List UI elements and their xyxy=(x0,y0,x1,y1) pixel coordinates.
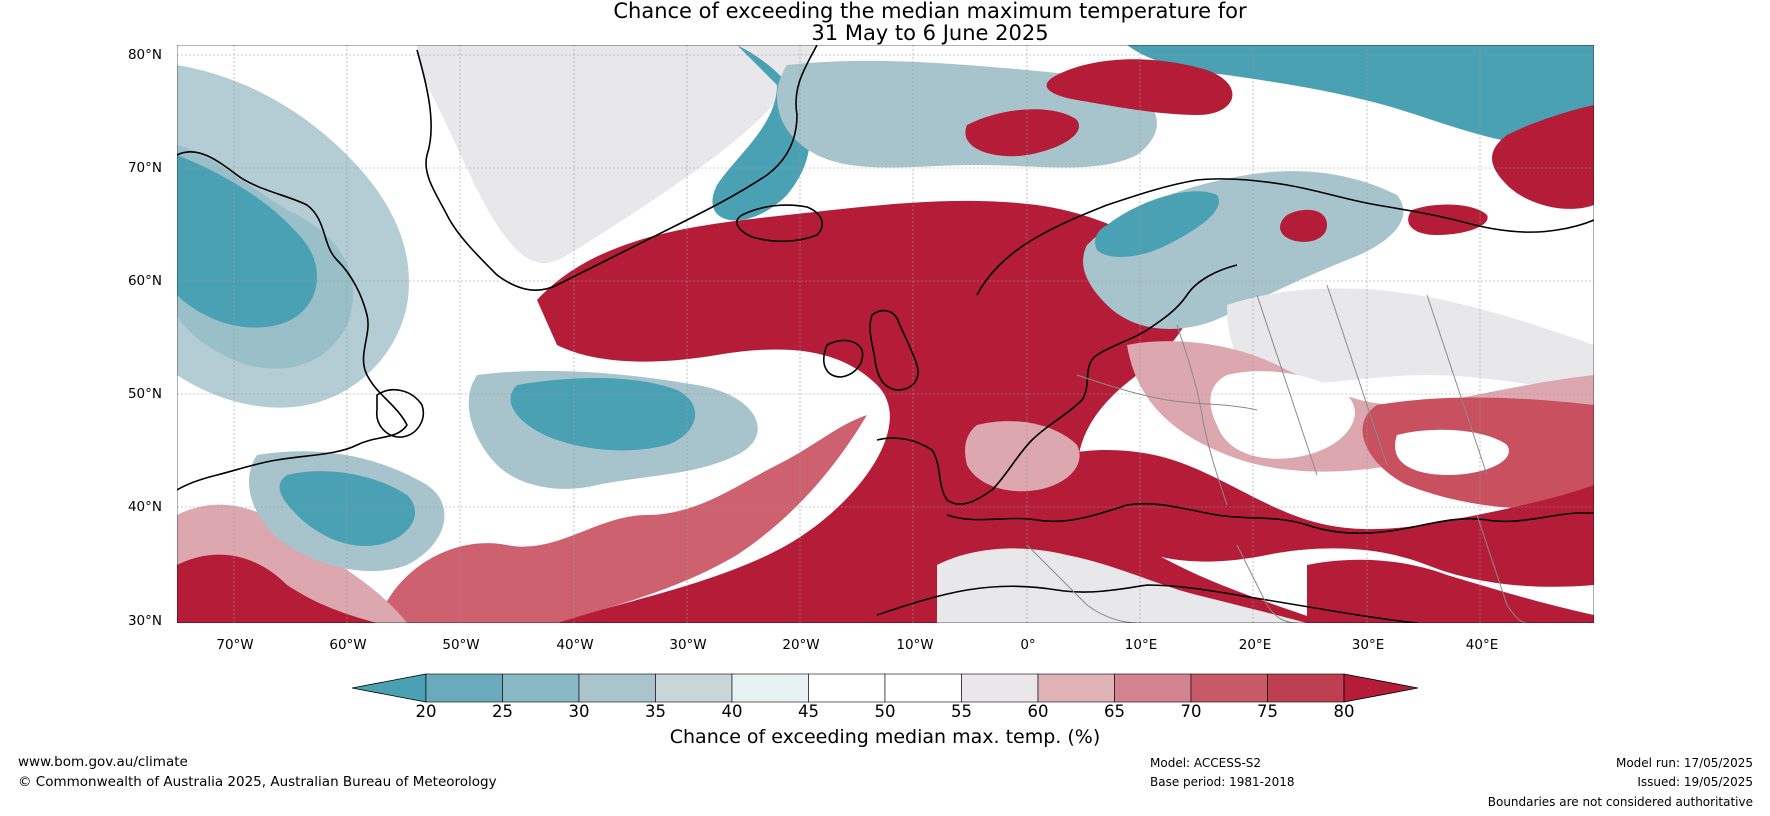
canada-coast xyxy=(177,150,408,491)
lon-label: 70°W xyxy=(216,637,254,653)
colorbar-bin xyxy=(884,673,962,703)
footer-issued: Issued: 19/05/2025 xyxy=(1637,775,1753,789)
mediterranean-warm xyxy=(1027,450,1594,587)
iceland-coast xyxy=(736,204,823,243)
footer-url[interactable]: www.bom.gov.au/climate xyxy=(18,754,188,770)
europe-coast xyxy=(876,264,1238,505)
greenland-neutral xyxy=(417,45,817,264)
iberia-mild xyxy=(965,421,1080,492)
scandinavia-very-cool xyxy=(1095,191,1219,257)
graticule xyxy=(177,45,1594,623)
scandinavia-coast xyxy=(976,178,1594,296)
arctic-cool-east xyxy=(1127,45,1594,148)
colorbar-tick-label: 30 xyxy=(568,702,590,721)
colorbar-tick-label: 60 xyxy=(1027,702,1049,721)
colorbar-bin xyxy=(1267,673,1345,703)
lon-label: 20°E xyxy=(1238,637,1272,653)
colorbar-bin xyxy=(655,673,733,703)
colorbar-tick-label: 25 xyxy=(492,702,513,721)
lon-label: 40°E xyxy=(1465,637,1499,653)
arctic-warm-barents xyxy=(1492,105,1594,209)
colorbar-bin xyxy=(578,673,656,703)
very-cool-region-hudson xyxy=(177,155,317,328)
footer-base-period: Base period: 1981-2018 xyxy=(1150,775,1295,789)
newfoundland-coast xyxy=(376,389,424,438)
colorbar-tick-label: 70 xyxy=(1180,702,1202,721)
lon-label: 30°E xyxy=(1351,637,1385,653)
europe-neutral xyxy=(1227,288,1594,395)
europe-neutral-central xyxy=(1210,371,1355,459)
very-cool-region-atlantic xyxy=(510,378,696,451)
forecast-map xyxy=(177,45,1594,623)
colorbar-tick-label: 55 xyxy=(951,702,972,721)
lon-label: 0° xyxy=(1020,637,1036,653)
colorbar-bin xyxy=(425,673,503,703)
lat-label: 40°N xyxy=(127,499,162,515)
mediterranean-coast xyxy=(946,502,1594,535)
arctic-warm-greenland-sea xyxy=(965,109,1079,157)
lat-label: 80°N xyxy=(127,47,162,63)
colorbar-bin xyxy=(808,673,886,703)
black-sea-neutral xyxy=(1395,429,1509,475)
colorbar-tick-label: 80 xyxy=(1333,702,1355,721)
arctic-warm-svalbard xyxy=(1046,59,1233,115)
north-africa-coast xyxy=(876,584,1418,623)
colorbar-tick-label: 45 xyxy=(798,702,819,721)
greenland-coast xyxy=(416,45,818,291)
coastlines xyxy=(177,45,1594,623)
ireland-coast xyxy=(823,339,864,378)
colorbar-bin xyxy=(731,673,809,703)
lat-label: 70°N xyxy=(127,160,162,176)
lon-label: 30°W xyxy=(669,637,707,653)
footer-copyright: © Commonwealth of Australia 2025, Austra… xyxy=(18,774,497,790)
lon-label: 10°E xyxy=(1124,637,1158,653)
colorbar-tick-label: 40 xyxy=(721,702,743,721)
lon-label: 50°W xyxy=(442,637,480,653)
colorbar-bin xyxy=(1114,673,1192,703)
colorbar-tick-label: 65 xyxy=(1104,702,1125,721)
kola-warm xyxy=(1408,204,1488,235)
colorbar-bin xyxy=(961,673,1039,703)
lon-label: 10°W xyxy=(896,637,934,653)
lon-label: 40°W xyxy=(556,637,594,653)
finland-warm xyxy=(1280,209,1327,242)
map-title: Chance of exceeding the median maximum t… xyxy=(613,0,1247,23)
colorbar-label: Chance of exceeding median max. temp. (%… xyxy=(669,726,1101,748)
lat-label: 30°N xyxy=(127,613,162,629)
colorbar-extend-low xyxy=(352,673,427,703)
colorbar-bin xyxy=(502,673,580,703)
footer-model: Model: ACCESS-S2 xyxy=(1150,756,1262,770)
lon-label: 60°W xyxy=(329,637,367,653)
north-africa-warm xyxy=(1307,559,1594,623)
colorbar-bin xyxy=(1190,673,1268,703)
great-britain-coast xyxy=(869,309,919,391)
colorbar-tick-label: 75 xyxy=(1257,702,1278,721)
lat-label: 60°N xyxy=(127,273,162,289)
atlantic-warm-edge xyxy=(377,415,867,623)
colorbar-bin xyxy=(1037,673,1115,703)
colorbar-tick-label: 50 xyxy=(874,702,896,721)
lon-label: 20°W xyxy=(782,637,820,653)
north-africa-neutral xyxy=(937,548,1307,623)
colorbar-extend-high xyxy=(1343,673,1418,703)
warm-southwest xyxy=(177,554,377,623)
colorbar xyxy=(352,673,1418,703)
footer-disclaimer: Boundaries are not considered authoritat… xyxy=(1487,795,1753,809)
colorbar-tick-label: 35 xyxy=(645,702,666,721)
country-borders xyxy=(1026,284,1528,623)
footer-model-run: Model run: 17/05/2025 xyxy=(1615,756,1753,770)
colorbar-tick-label: 20 xyxy=(415,702,437,721)
lat-label: 50°N xyxy=(127,386,162,402)
very-cool-region-southwest xyxy=(279,471,416,546)
map-subtitle: 31 May to 6 June 2025 xyxy=(811,21,1049,45)
